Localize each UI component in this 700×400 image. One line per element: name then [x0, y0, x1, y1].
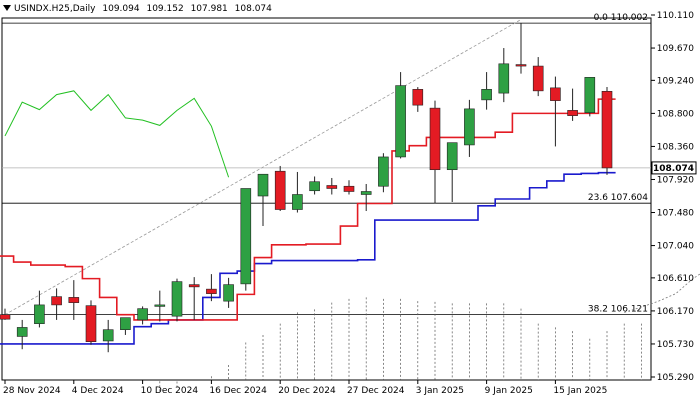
- y-tick-label: 109.240: [657, 76, 694, 86]
- candle-bullish[interactable]: [498, 63, 510, 94]
- fib-level-label: 23.6 107.604: [588, 193, 648, 203]
- y-tick-label: 105.730: [657, 340, 694, 350]
- candle-bullish[interactable]: [102, 329, 114, 342]
- candle-bearish[interactable]: [601, 91, 613, 169]
- candle-bullish[interactable]: [395, 85, 406, 158]
- x-tick-label: 4 Dec 2024: [72, 386, 124, 396]
- symbol-dropdown-icon[interactable]: [3, 5, 11, 11]
- candle-bearish[interactable]: [550, 87, 561, 101]
- candle-bullish[interactable]: [16, 327, 28, 337]
- y-tick-label: 105.290: [657, 373, 694, 383]
- x-tick-label: 15 Jan 2025: [553, 386, 607, 396]
- x-tick-label: 16 Dec 2024: [209, 386, 267, 396]
- x-tick-label: 3 Jan 2025: [416, 386, 464, 396]
- current-price-label: 108.074: [653, 164, 694, 174]
- y-tick-label: 106.170: [657, 307, 694, 317]
- low-value: 107.981: [190, 4, 228, 14]
- candle-bullish[interactable]: [240, 188, 252, 285]
- candle-bearish[interactable]: [68, 297, 80, 303]
- y-tick-label: 109.670: [657, 44, 694, 54]
- y-tick-label: 107.480: [657, 209, 694, 219]
- candle-bullish[interactable]: [171, 281, 183, 317]
- y-tick-label: 110.110: [657, 11, 694, 21]
- symbol-label: USINDX.H25,Daily: [14, 4, 96, 14]
- fib-level-label: 0.0 110.002: [594, 13, 648, 23]
- tenkan-sen-line: [0, 98, 616, 321]
- candle-bearish[interactable]: [412, 89, 424, 106]
- kijun-sen-line: [0, 171, 616, 345]
- cloud-span-a: [624, 273, 700, 313]
- x-tick-label: 20 Dec 2024: [278, 386, 336, 396]
- candle-bullish[interactable]: [378, 156, 389, 187]
- y-tick-label: 107.920: [657, 175, 694, 185]
- candle-bullish[interactable]: [446, 142, 458, 171]
- fib-level-label: 38.2 106.121: [588, 305, 648, 315]
- candle-bearish[interactable]: [274, 170, 286, 210]
- candle-bullish[interactable]: [584, 77, 596, 113]
- candle-bullish[interactable]: [137, 308, 148, 321]
- candle-bearish[interactable]: [51, 296, 62, 306]
- y-tick-label: 106.610: [657, 274, 694, 284]
- candle-bullish[interactable]: [481, 89, 492, 101]
- y-tick-label: 107.040: [657, 242, 694, 252]
- candle-bullish[interactable]: [292, 194, 303, 210]
- x-tick-label: 27 Dec 2024: [347, 386, 405, 396]
- current-price-box: [651, 161, 697, 175]
- candle-bearish[interactable]: [567, 110, 578, 116]
- candle-bearish[interactable]: [532, 65, 544, 92]
- candle-bearish[interactable]: [0, 314, 11, 320]
- candle-bullish[interactable]: [309, 181, 320, 192]
- x-tick-label: 10 Dec 2024: [141, 386, 199, 396]
- open-value: 109.094: [102, 4, 140, 14]
- candle-bearish[interactable]: [343, 185, 355, 192]
- y-tick-label: 108.800: [657, 109, 694, 119]
- candle-bearish[interactable]: [85, 305, 97, 343]
- ohlc-header: USINDX.H25,Daily 109.094 109.152 107.981…: [14, 4, 276, 14]
- high-value: 109.152: [146, 4, 184, 14]
- candle-bullish[interactable]: [223, 284, 234, 302]
- y-tick-label: 108.360: [657, 142, 694, 152]
- chikou-span-line: [4, 90, 230, 178]
- candle-bullish[interactable]: [34, 304, 45, 324]
- candle-bearish[interactable]: [206, 288, 217, 294]
- close-value: 108.074: [234, 4, 272, 14]
- candle-bearish[interactable]: [188, 284, 200, 288]
- x-tick-label: 9 Jan 2025: [485, 386, 533, 396]
- candle-bearish[interactable]: [429, 107, 441, 171]
- plot-frame: [1, 17, 652, 381]
- candle-bearish[interactable]: [515, 64, 527, 67]
- candle-bullish[interactable]: [360, 191, 372, 195]
- candle-bearish[interactable]: [326, 185, 338, 189]
- candle-bullish[interactable]: [257, 173, 269, 197]
- x-tick-label: 28 Nov 2024: [3, 386, 61, 396]
- candle-bullish[interactable]: [464, 108, 475, 146]
- candle-bullish[interactable]: [120, 317, 131, 330]
- trendline[interactable]: [4, 19, 522, 316]
- candle-bullish[interactable]: [154, 304, 166, 307]
